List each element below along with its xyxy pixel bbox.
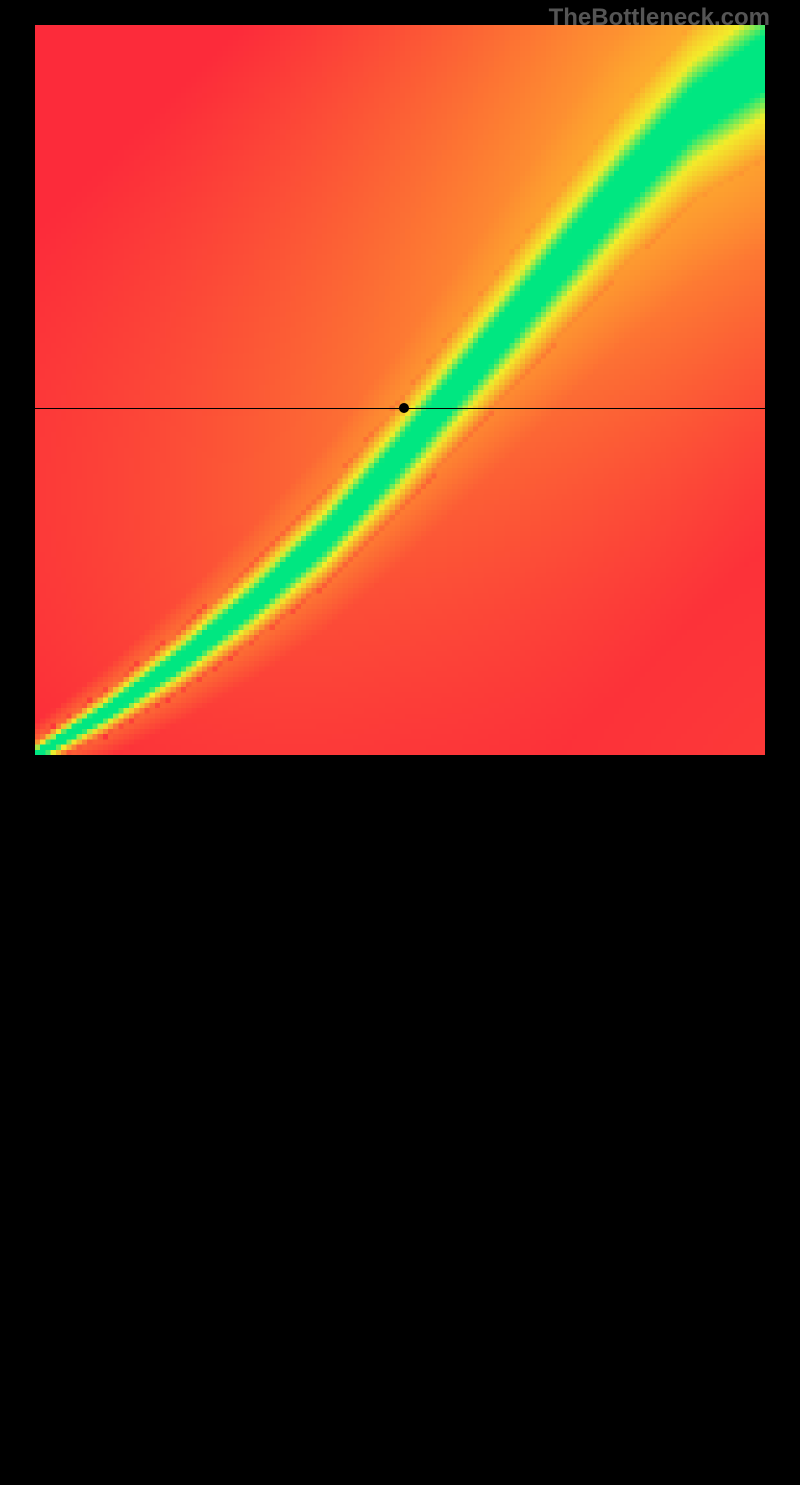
watermark-text: TheBottleneck.com <box>549 4 770 32</box>
heatmap-canvas <box>35 25 765 755</box>
bottleneck-heatmap <box>35 25 765 755</box>
crosshair-dot <box>399 403 409 413</box>
crosshair-vertical <box>404 755 405 1485</box>
